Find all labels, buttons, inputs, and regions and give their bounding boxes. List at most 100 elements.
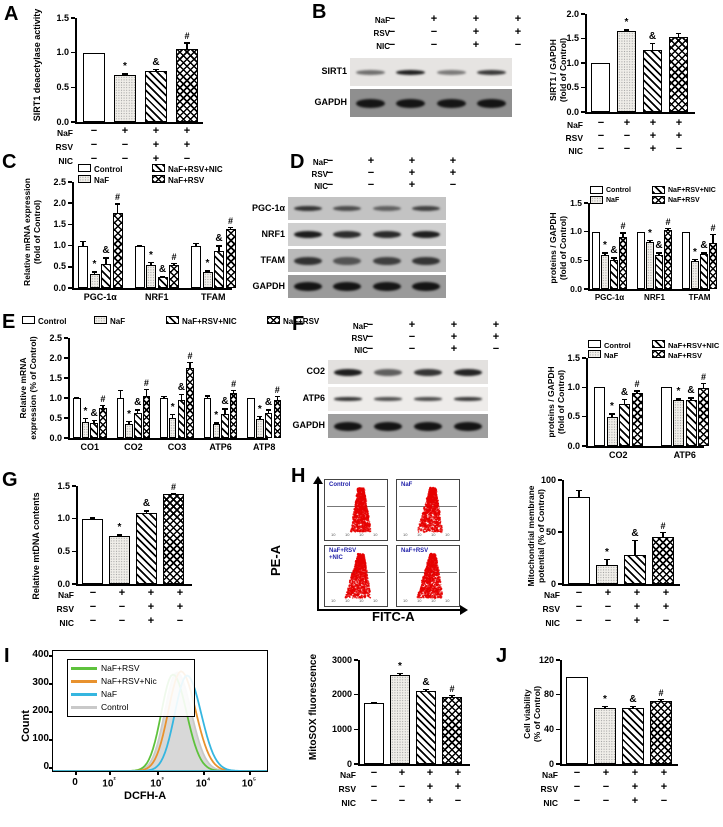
panel-c-chart-bar bbox=[78, 245, 88, 288]
panel-j-treatments-cell: + bbox=[631, 781, 639, 793]
panel-f-blot-strip bbox=[328, 414, 488, 438]
panel-c-chart-bar bbox=[101, 264, 111, 288]
panel-g-chart-errorbar bbox=[145, 510, 148, 514]
panel-e-chart-errorbar bbox=[102, 404, 104, 409]
panel-a: A SIRT1 deacetylase activity bbox=[0, 0, 235, 148]
panel-d-blot-strip bbox=[288, 249, 446, 272]
panel-h-treatments-cell: + bbox=[604, 587, 612, 599]
panel-f-chart-errorbar bbox=[636, 390, 638, 394]
panel-g-chart-ytick bbox=[72, 550, 76, 553]
panel-f-chart-errorbar bbox=[702, 382, 705, 388]
panel-d-chart-errorcap bbox=[701, 252, 707, 254]
panel-h-scatter: NaF+RSV +NIC 10 10 10 10 bbox=[324, 545, 388, 607]
panel-d-treatments-cell: − bbox=[326, 167, 334, 179]
panel-h-scatter-tick: 10 bbox=[359, 532, 364, 537]
panel-a-chart-bar bbox=[176, 48, 198, 122]
panel-e-chart-ytick bbox=[64, 397, 68, 399]
panel-d-blot-band bbox=[293, 256, 322, 265]
panel-h-scatter-tick: 10 bbox=[331, 532, 336, 537]
panel-h-chart-bar bbox=[652, 537, 674, 584]
panel-i-legend-row: NaF bbox=[71, 688, 191, 701]
panel-e-chart-errorbar bbox=[137, 409, 139, 414]
panel-b-chart-y-axis bbox=[585, 14, 587, 112]
panel-a-treatments-cell: + bbox=[183, 125, 191, 137]
panel-e-chart-errorcap bbox=[222, 408, 228, 410]
panel-g-treatments-cell: + bbox=[147, 615, 155, 627]
panel-e-chart-errorcap bbox=[161, 396, 167, 398]
panel-i-xtick bbox=[203, 771, 205, 775]
panel-a-chart-ytick bbox=[71, 17, 75, 19]
panel-d-chart-significance: # bbox=[710, 222, 716, 233]
panel-j-chart-bar bbox=[622, 707, 644, 764]
panel-d-chart-bar bbox=[691, 261, 699, 289]
panel-g-treatments-cell: − bbox=[118, 601, 126, 613]
panel-f-chart-errorcap bbox=[700, 382, 707, 385]
panel-e-legend-label: NaF+RSV+NIC bbox=[182, 316, 237, 326]
panel-b-chart-ytick-label: 0.5 bbox=[566, 82, 579, 92]
panel-f-blot-row-label: GAPDH bbox=[292, 420, 325, 430]
panel-a-chart-ytick-label: 1.0 bbox=[56, 47, 69, 58]
panel-e-chart-errorcap bbox=[231, 389, 237, 391]
panel-b-chart-x-axis bbox=[585, 112, 695, 114]
panel-e-chart-errorcap bbox=[82, 418, 89, 420]
panel-j-chart-bar bbox=[594, 707, 616, 764]
panel-f-chart-errorbar bbox=[611, 413, 613, 417]
panel-f-legend-swatch bbox=[588, 340, 601, 348]
panel-f-blot-row-label: CO2 bbox=[306, 366, 325, 376]
panel-b-chart-errorbar bbox=[677, 32, 680, 37]
panel-h-scatter-tick: 10 bbox=[431, 532, 436, 537]
panel-a-treatments-row-label: NIC bbox=[58, 156, 73, 166]
panel-i-ytick bbox=[49, 767, 53, 769]
panel-e-ylabel: Relative mRNA expression (% of Control) bbox=[18, 336, 38, 440]
panel-f-chart-bar bbox=[673, 400, 684, 446]
panel-c-legend-label: NaF+RSV bbox=[168, 175, 205, 185]
panel-a-chart-ytick-label: 0.5 bbox=[56, 81, 69, 92]
panel-e-legend-label: NaF+RSV bbox=[283, 316, 320, 326]
panel-d-chart-category-label: NRF1 bbox=[644, 293, 665, 302]
panel-b-treatments-cell: − bbox=[388, 26, 396, 38]
panel-h-chart-y-axis bbox=[562, 480, 564, 584]
panel-e-chart-errorcap bbox=[265, 409, 272, 411]
panel-f-treatments-row-label: NaF bbox=[352, 322, 368, 331]
panel-e-chart-bar bbox=[116, 397, 125, 438]
panel-mitosox-treatments-cell: + bbox=[454, 767, 462, 779]
panel-d-treatments-cell: + bbox=[408, 155, 416, 167]
panel-d-blot-row-label: NRF1 bbox=[261, 228, 285, 239]
panel-d-chart-bar bbox=[655, 254, 663, 289]
panel-b-chart-ytick-label: 1.0 bbox=[566, 57, 579, 68]
panel-i-ytick-label: 300 bbox=[32, 677, 49, 689]
panel-h-treatments-cell: + bbox=[662, 601, 670, 613]
panel-mitosox-treatments-cell: − bbox=[370, 781, 378, 793]
panel-g-treatments-cell: + bbox=[176, 601, 184, 613]
panel-mitosox-chart-ytick-label: 3000 bbox=[331, 654, 352, 665]
panel-h-treatments-cell: − bbox=[662, 615, 670, 627]
panel-f-treatments-cell: + bbox=[450, 331, 458, 343]
panel-e-chart-errorbar bbox=[128, 420, 130, 424]
panel-d-chart-errorcap bbox=[602, 252, 608, 254]
panel-f-treatments-cell: + bbox=[408, 319, 416, 331]
panel-b-chart-treatments-cell: − bbox=[597, 117, 605, 129]
panel-h-chart-significance: * bbox=[605, 546, 609, 558]
panel-c-chart-significance: & bbox=[215, 233, 223, 245]
panel-f-chart-significance: * bbox=[610, 401, 614, 413]
panel-d-chart-bar bbox=[664, 229, 672, 289]
panel-h-scatter-tick: 10 bbox=[345, 532, 350, 537]
panel-h-chart-ytick bbox=[558, 531, 562, 533]
panel-b-blot-band bbox=[396, 69, 426, 75]
panel-h-chart-bar bbox=[568, 497, 590, 584]
panel-c-chart-ytick-label: 1.5 bbox=[53, 218, 66, 229]
panel-e-chart-errorcap bbox=[143, 388, 150, 391]
panel-j-treatments-cell: − bbox=[660, 795, 668, 807]
panel-d-chart-bar bbox=[709, 242, 717, 289]
panel-d-legend-swatch bbox=[652, 196, 665, 204]
panel-b-chart-treatments-cell: − bbox=[675, 143, 683, 155]
panel-h-treatments-row-label: RSV bbox=[542, 604, 560, 614]
panel-e-chart-errorbar bbox=[206, 395, 209, 398]
panel-j-chart-y-axis bbox=[560, 660, 562, 764]
panel-f-chart-y-axis bbox=[586, 358, 588, 446]
panel-j-treatments-cell: + bbox=[631, 767, 639, 779]
panel-j-treatments-cell: − bbox=[602, 795, 610, 807]
panel-c-chart-bar bbox=[191, 245, 201, 288]
panel-e-chart-bar bbox=[186, 368, 194, 438]
panel-h-treatments-cell: + bbox=[633, 601, 641, 613]
